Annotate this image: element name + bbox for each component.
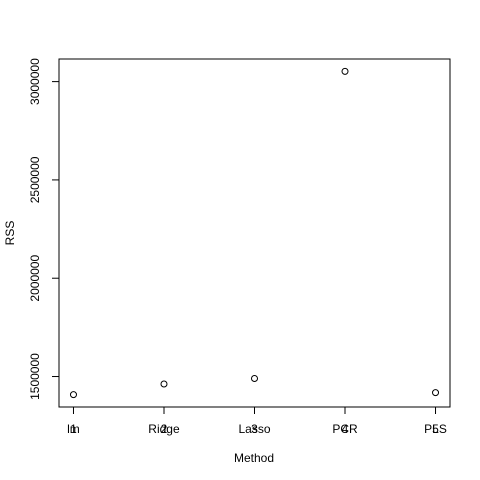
x-category-label: Ridge [148,422,180,436]
x-category-label: lm [67,422,80,436]
x-category-label: Lasso [238,422,270,436]
y-tick-label: 2500000 [28,156,42,203]
y-tick-label: 3000000 [28,58,42,105]
x-category-label: PCR [332,422,358,436]
y-axis-title: RSS [3,221,17,246]
y-tick-label: 1500000 [28,353,42,400]
x-axis-title: Method [234,451,274,465]
x-category-label: PLS [424,422,447,436]
y-tick-label: 2000000 [28,255,42,302]
